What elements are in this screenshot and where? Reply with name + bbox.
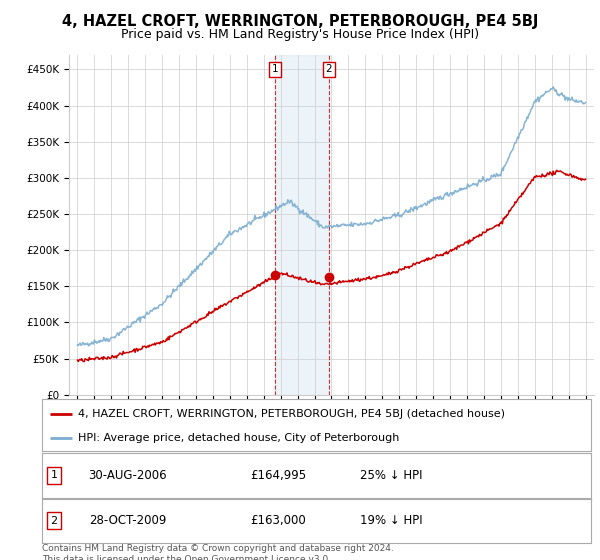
- Text: Contains HM Land Registry data © Crown copyright and database right 2024.
This d: Contains HM Land Registry data © Crown c…: [42, 544, 394, 560]
- Text: 25% ↓ HPI: 25% ↓ HPI: [361, 469, 423, 482]
- Text: 30-AUG-2006: 30-AUG-2006: [89, 469, 167, 482]
- Text: 2: 2: [325, 64, 332, 74]
- Text: 28-OCT-2009: 28-OCT-2009: [89, 514, 166, 528]
- Text: £164,995: £164,995: [251, 469, 307, 482]
- Bar: [275, 55, 329, 395]
- Text: Price paid vs. HM Land Registry's House Price Index (HPI): Price paid vs. HM Land Registry's House …: [121, 28, 479, 41]
- Text: 19% ↓ HPI: 19% ↓ HPI: [361, 514, 423, 528]
- Text: 2: 2: [50, 516, 58, 526]
- Text: 4, HAZEL CROFT, WERRINGTON, PETERBOROUGH, PE4 5BJ: 4, HAZEL CROFT, WERRINGTON, PETERBOROUGH…: [62, 14, 538, 29]
- Text: HPI: Average price, detached house, City of Peterborough: HPI: Average price, detached house, City…: [77, 433, 399, 443]
- Text: 1: 1: [50, 470, 58, 480]
- Text: £163,000: £163,000: [251, 514, 307, 528]
- Text: 4, HAZEL CROFT, WERRINGTON, PETERBOROUGH, PE4 5BJ (detached house): 4, HAZEL CROFT, WERRINGTON, PETERBOROUGH…: [77, 409, 505, 419]
- Text: 1: 1: [272, 64, 278, 74]
